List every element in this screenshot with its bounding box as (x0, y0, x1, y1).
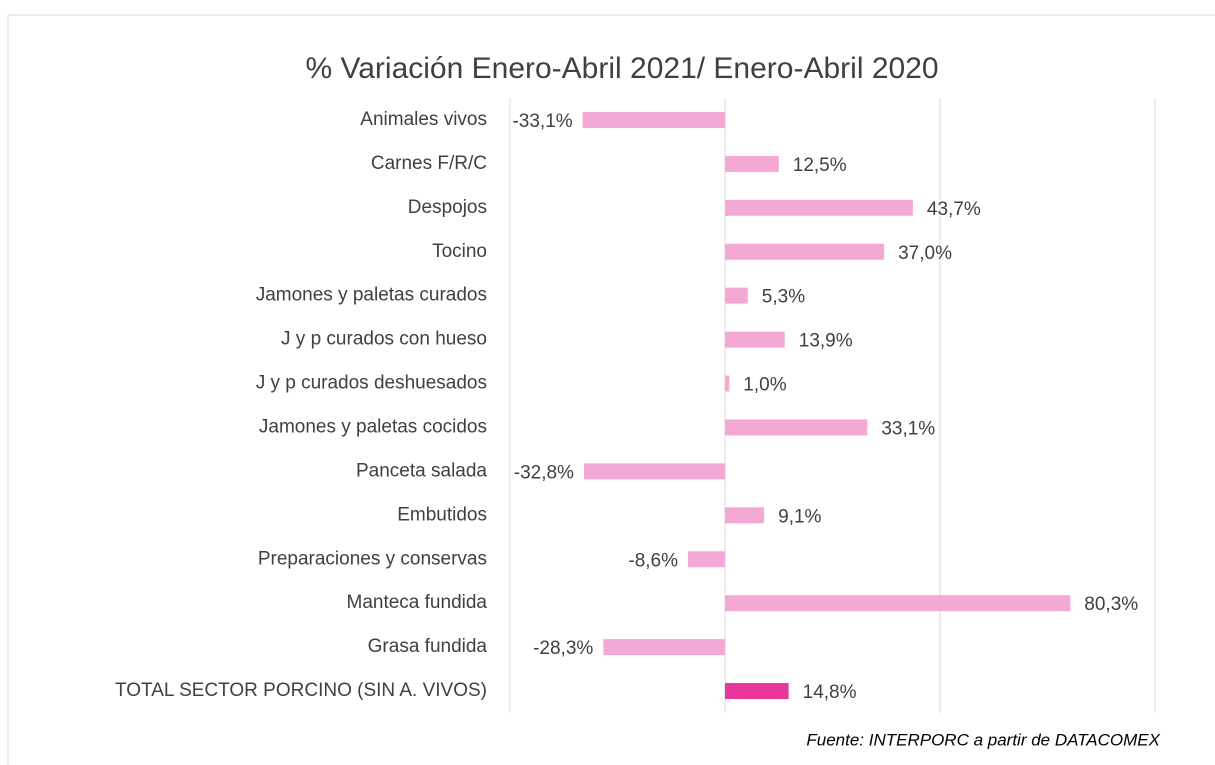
y-tick-label: Manteca fundida (347, 592, 488, 613)
y-tick-label: Jamones y paletas cocidos (259, 416, 487, 437)
y-tick-label: Tocino (432, 241, 487, 262)
bar (725, 331, 785, 348)
y-tick-label: Animales vivos (360, 109, 487, 130)
y-tick-label: Panceta salada (356, 460, 487, 481)
data-label: -8,6% (628, 550, 678, 571)
bar (583, 463, 725, 480)
data-label: 5,3% (762, 287, 805, 308)
bar (688, 551, 725, 568)
data-label: -32,8% (514, 462, 574, 483)
y-tick-label: Despojos (408, 197, 487, 218)
y-tick-label: J y p curados deshuesados (256, 373, 487, 394)
bar (603, 639, 725, 656)
y-tick-label: Jamones y paletas curados (256, 285, 487, 306)
bar (725, 155, 779, 172)
bar (725, 375, 730, 392)
data-label: 37,0% (898, 243, 952, 264)
data-label: 14,8% (803, 682, 857, 703)
y-tick-label: Grasa fundida (368, 636, 488, 657)
y-tick-label: J y p curados con hueso (281, 329, 487, 350)
data-label: 43,7% (927, 199, 981, 220)
data-label: -28,3% (533, 638, 593, 659)
bar (725, 419, 868, 436)
data-label: -33,1% (512, 111, 572, 132)
data-label: 80,3% (1084, 594, 1138, 615)
data-label: 9,1% (778, 506, 821, 527)
y-tick-label: TOTAL SECTOR PORCINO (SIN A. VIVOS) (115, 680, 487, 701)
bar (725, 287, 748, 304)
chart-title: % Variación Enero-Abril 2021/ Enero-Abri… (305, 52, 938, 85)
bar (725, 507, 765, 524)
y-tick-label: Carnes F/R/C (371, 153, 487, 174)
y-tick-label: Embutidos (397, 504, 487, 525)
source-note: Fuente: INTERPORC a partir de DATACOMEX (806, 730, 1160, 749)
data-label: 1,0% (743, 375, 786, 396)
y-tick-label: Preparaciones y conservas (258, 548, 487, 569)
chart-frame (7, 14, 1215, 765)
bar (725, 199, 913, 216)
bar (582, 111, 725, 128)
data-label: 13,9% (799, 331, 853, 352)
data-label: 12,5% (793, 155, 847, 176)
bar (725, 683, 789, 700)
bar (725, 595, 1071, 612)
data-label: 33,1% (881, 418, 935, 439)
bar (725, 243, 885, 260)
